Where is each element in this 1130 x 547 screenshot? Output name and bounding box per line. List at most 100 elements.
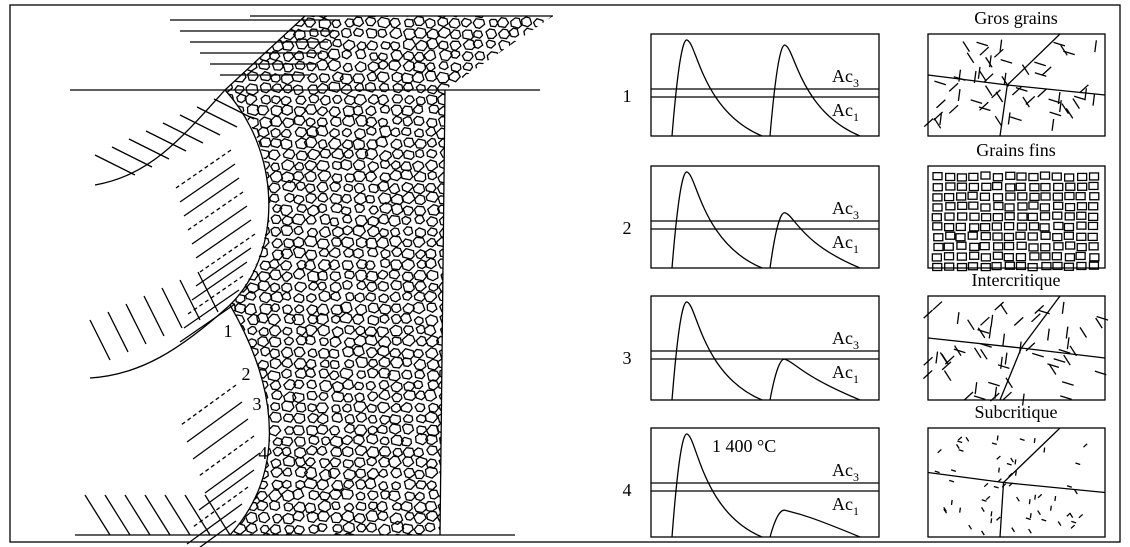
grain [388, 60, 402, 72]
frame [9, 4, 1121, 543]
grain [510, 203, 523, 216]
grain [244, 290, 257, 301]
grain [330, 501, 341, 511]
grain [425, 126, 437, 137]
grain [523, 501, 534, 512]
lath [941, 353, 949, 365]
grain [412, 182, 426, 195]
lath [1008, 482, 1014, 487]
grain [413, 379, 424, 390]
grain [931, 253, 943, 262]
grain [462, 380, 475, 392]
grain [330, 291, 342, 302]
grain [259, 82, 273, 94]
grain [512, 6, 522, 15]
hatch [180, 384, 237, 426]
grain [271, 237, 284, 249]
zone-label: 3 [253, 394, 262, 414]
lath [1072, 98, 1080, 109]
grain [402, 325, 415, 336]
grain [414, 214, 426, 225]
grain [316, 106, 329, 117]
grain [328, 370, 340, 381]
grain [271, 59, 284, 71]
ac3-label: Ac3 [832, 66, 859, 90]
hatch [183, 289, 240, 329]
grain [559, 140, 570, 150]
grain [401, 238, 413, 248]
lath [994, 301, 1005, 311]
grain [559, 460, 568, 468]
grain [508, 502, 521, 513]
grain [330, 511, 343, 524]
grain [332, 524, 344, 534]
grain [304, 368, 317, 379]
grain [233, 148, 245, 159]
lath [1025, 517, 1031, 521]
grain [295, 402, 307, 413]
grain [246, 249, 258, 260]
grain [559, 535, 570, 545]
zone-label: 1 [224, 321, 233, 341]
grain [343, 94, 356, 106]
grain [364, 81, 377, 93]
grain [520, 38, 532, 49]
grain [295, 150, 309, 162]
thermal-peak [769, 44, 861, 137]
grain [268, 424, 282, 437]
ac3-label: Ac3 [832, 328, 859, 352]
grain [281, 171, 295, 184]
lath [1094, 40, 1098, 53]
grain [378, 379, 390, 391]
grain [354, 444, 368, 457]
lath [994, 386, 998, 399]
panel-number: 2 [623, 218, 632, 238]
grain [245, 180, 259, 193]
grain [548, 247, 553, 258]
grain [1076, 211, 1087, 220]
grain [293, 379, 305, 390]
grain [450, 522, 464, 535]
grain [293, 194, 305, 205]
grain [255, 500, 269, 512]
grain [401, 258, 416, 272]
grain [225, 346, 235, 359]
grain [507, 337, 520, 349]
grain [280, 95, 292, 107]
grain [367, 302, 380, 314]
lath [990, 518, 993, 524]
grain [353, 457, 366, 469]
grain [437, 380, 450, 391]
grain [244, 26, 258, 38]
micro-title: Subcritique [975, 402, 1058, 422]
ac3-main: Ac [832, 460, 853, 480]
grain [496, 105, 509, 118]
grain [499, 72, 510, 82]
lath [1001, 76, 1009, 87]
grain [449, 335, 463, 348]
hatch [199, 233, 256, 273]
grain [424, 433, 438, 446]
grain [487, 401, 501, 414]
grain [475, 62, 488, 73]
grain [341, 345, 354, 358]
lath [978, 106, 991, 112]
lath [993, 48, 1004, 58]
grain [244, 424, 257, 437]
grain [415, 413, 427, 424]
grain [268, 500, 281, 512]
grain [546, 124, 553, 137]
grain [980, 232, 991, 241]
grain [303, 170, 317, 182]
peak-label: 1 400 °C [712, 436, 776, 456]
grain [497, 128, 509, 139]
grain [452, 490, 463, 500]
grain [945, 172, 956, 182]
cycle-box [650, 33, 880, 137]
grain [1005, 183, 1016, 192]
grain [353, 512, 367, 525]
grain [245, 522, 258, 535]
grain [293, 524, 306, 535]
grain [544, 379, 553, 392]
lath [966, 52, 975, 64]
